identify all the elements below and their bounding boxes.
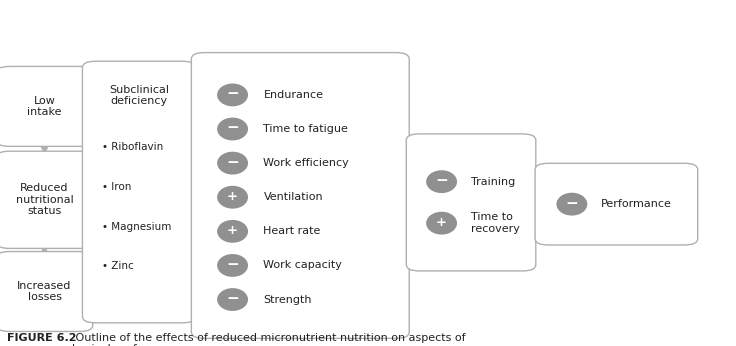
Text: Work capacity: Work capacity <box>263 261 342 271</box>
Text: −: − <box>565 195 578 211</box>
Text: • Iron: • Iron <box>102 182 131 192</box>
Text: −: − <box>226 257 239 272</box>
Text: −: − <box>226 155 239 170</box>
Ellipse shape <box>217 152 248 174</box>
Text: Outline of the effects of reduced micronutrient nutrition on aspects of
physical: Outline of the effects of reduced micron… <box>65 333 465 346</box>
Text: • Magnesium: • Magnesium <box>102 222 171 231</box>
Text: Subclinical
deficiency: Subclinical deficiency <box>109 85 169 106</box>
Text: +: + <box>227 190 238 203</box>
Text: Performance: Performance <box>601 199 672 209</box>
Text: +: + <box>436 216 447 229</box>
Text: Strength: Strength <box>263 294 312 304</box>
Ellipse shape <box>217 254 248 277</box>
Text: Time to fatigue: Time to fatigue <box>263 124 348 134</box>
Text: Endurance: Endurance <box>263 90 324 100</box>
Text: Reduced
nutritional
status: Reduced nutritional status <box>15 183 74 216</box>
Ellipse shape <box>556 193 587 216</box>
Text: Time to
recovery: Time to recovery <box>471 212 520 234</box>
Text: −: − <box>435 173 448 188</box>
Text: • Riboflavin: • Riboflavin <box>102 142 163 152</box>
FancyBboxPatch shape <box>191 53 409 338</box>
Text: • Zinc: • Zinc <box>102 262 133 271</box>
Ellipse shape <box>217 186 248 209</box>
Text: −: − <box>226 86 239 101</box>
Ellipse shape <box>217 83 248 106</box>
Text: Ventilation: Ventilation <box>263 192 323 202</box>
Ellipse shape <box>426 170 457 193</box>
Text: −: − <box>226 120 239 136</box>
FancyBboxPatch shape <box>406 134 536 271</box>
Text: +: + <box>227 224 238 237</box>
Text: Low
intake: Low intake <box>27 95 62 117</box>
Text: FIGURE 6.2: FIGURE 6.2 <box>7 333 77 343</box>
Ellipse shape <box>217 288 248 311</box>
FancyBboxPatch shape <box>0 151 93 248</box>
Ellipse shape <box>217 220 248 243</box>
FancyBboxPatch shape <box>82 61 196 323</box>
FancyBboxPatch shape <box>535 163 698 245</box>
Text: Increased
losses: Increased losses <box>18 281 71 302</box>
Text: −: − <box>226 291 239 306</box>
FancyBboxPatch shape <box>0 66 93 146</box>
FancyBboxPatch shape <box>0 252 93 331</box>
Text: Training: Training <box>471 177 515 186</box>
Text: Work efficiency: Work efficiency <box>263 158 350 168</box>
Ellipse shape <box>426 212 457 235</box>
Text: Heart rate: Heart rate <box>263 226 321 236</box>
Ellipse shape <box>217 118 248 140</box>
